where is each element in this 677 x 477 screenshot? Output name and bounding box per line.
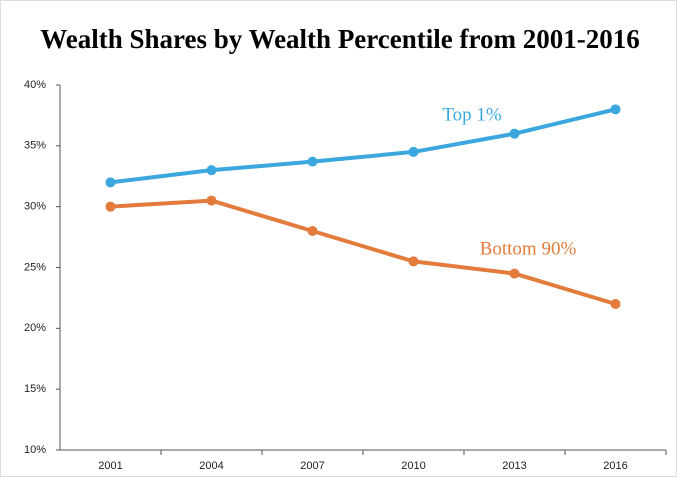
y-tick-label: 35%: [24, 140, 46, 152]
point: [408, 146, 419, 157]
x-tick-label: 2007: [300, 460, 324, 472]
point: [509, 128, 520, 139]
y-tick-label: 30%: [24, 201, 46, 213]
point: [509, 268, 520, 279]
x-tick-label: 2016: [603, 460, 627, 472]
x-tick-label: 2013: [502, 460, 526, 472]
point: [206, 165, 217, 176]
y-tick-label: 10%: [24, 444, 46, 456]
y-tick-label: 40%: [24, 79, 46, 91]
y-tick-label: 25%: [24, 261, 46, 273]
point: [307, 226, 318, 236]
series-label: Bottom 90%: [480, 238, 577, 259]
point: [206, 195, 217, 206]
chart-title: Wealth Shares by Wealth Percentile from …: [40, 24, 639, 54]
point: [610, 299, 621, 309]
point: [105, 201, 116, 212]
series-line: [110, 198, 617, 306]
y-tick-label: 15%: [24, 383, 46, 395]
point: [307, 156, 318, 167]
x-tick-label: 2004: [199, 460, 223, 472]
point: [610, 104, 621, 115]
x-tick-label: 2001: [98, 460, 122, 472]
series-label: Top 1%: [442, 104, 502, 125]
y-tick-label: 20%: [24, 322, 46, 334]
point: [408, 256, 419, 267]
x-tick-label: 2010: [401, 460, 425, 472]
point: [105, 177, 116, 188]
series-line: [110, 107, 616, 185]
